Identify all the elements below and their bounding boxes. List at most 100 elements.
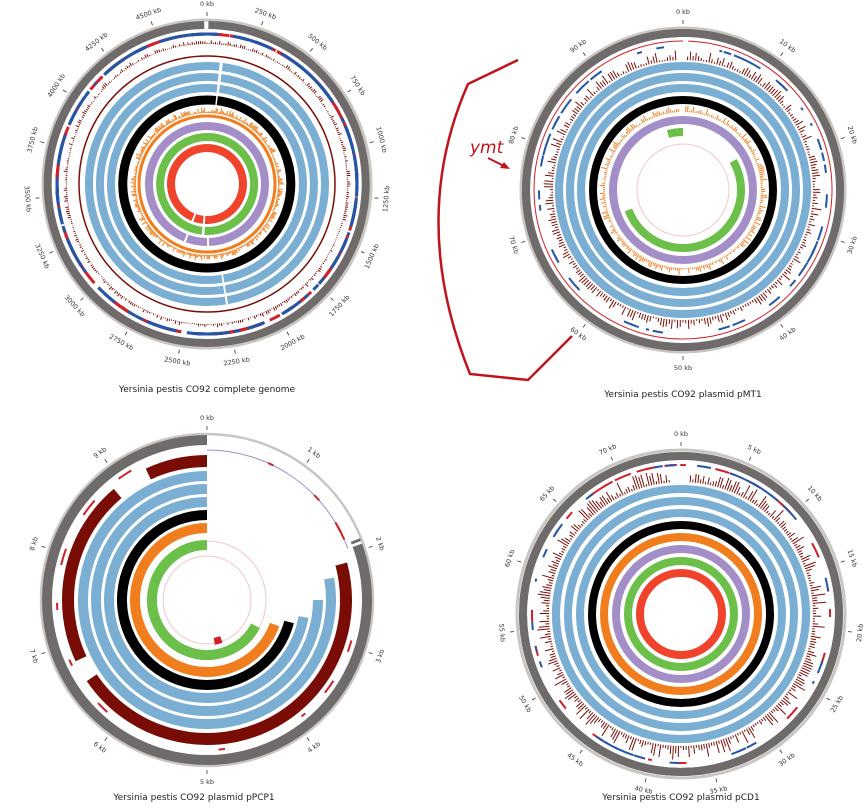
- feature-track-blue-mark: [719, 49, 723, 53]
- similarity-ring-3-arc: [576, 509, 786, 719]
- similarity-ring-2-arc: [564, 497, 798, 731]
- feature-track-blue-mark: [789, 279, 797, 287]
- tick-label: 2250 kb: [223, 355, 250, 367]
- feature-track-blue-mark: [69, 246, 80, 263]
- similarity-ring-black: [588, 521, 774, 707]
- tick-mark: [49, 251, 54, 254]
- tick-label: 35 kb: [709, 784, 728, 796]
- feature-track-blue-mark: [220, 330, 230, 335]
- tick-mark: [582, 324, 586, 328]
- tick-label: 1500 kb: [363, 243, 381, 270]
- feature-track-red: [533, 40, 833, 340]
- feature-track-blue-mark: [611, 745, 618, 750]
- ideogram-ring-arc: [519, 533, 548, 604]
- tick-mark: [610, 456, 614, 461]
- feature-track-blue-mark: [697, 464, 712, 470]
- tick-label: 40 kb: [778, 325, 797, 342]
- similarity-ring-1-arc: [555, 146, 615, 295]
- similarity-ring-green-arc: [666, 128, 684, 138]
- gc-content-track: [599, 105, 768, 275]
- feature-track-red-mark: [118, 469, 132, 480]
- panel-complete-genome: 0 kb 250 kb 500 kb 750 kb 1000 kb 1250 kb 1500…: [23, 0, 392, 368]
- tick-mark: [62, 89, 67, 93]
- tick-mark: [347, 89, 352, 93]
- tick-mark: [579, 749, 583, 754]
- gc-baseline-arc: [137, 114, 277, 254]
- feature-track-blue-mark: [551, 115, 561, 130]
- feature-track-blue-mark: [97, 286, 104, 293]
- similarity-ring-1: [78, 471, 336, 729]
- similarity-ring-green-arc: [156, 133, 259, 235]
- coverage-track-bars: [537, 472, 826, 760]
- feature-track-blue-mark: [542, 138, 550, 156]
- tick-mark: [306, 737, 310, 742]
- tick-mark: [150, 21, 153, 26]
- tick-label: 250 kb: [254, 6, 278, 21]
- tick-label: 20 kb: [846, 125, 859, 145]
- tick-mark: [715, 778, 718, 783]
- feature-track-blue: [538, 46, 828, 334]
- tick-label: 45 kb: [565, 751, 584, 768]
- feature-track-blue-mark: [232, 34, 245, 41]
- tick-labels-pmt1: 0 kb 10 kb 20 kb 30 kb 40 kb 50 kb 60 kb 70 kb 8…: [507, 8, 859, 372]
- tick-label: 70 kb: [507, 235, 520, 255]
- feature-track-blue-mark: [743, 478, 758, 487]
- similarity-ring-1: [85, 62, 329, 306]
- feature-track-blue-mark: [788, 511, 798, 521]
- tick-label: 50 kb: [674, 364, 692, 372]
- similarity-ring-1: [555, 62, 811, 318]
- similarity-ring-purple: [609, 116, 757, 264]
- gc-content-track-bars: [130, 107, 284, 261]
- feature-track-blue-mark: [821, 152, 826, 162]
- similarity-ring-orange: [130, 523, 280, 677]
- ideogram-ring: [42, 435, 372, 765]
- feature-track-blue-mark: [352, 155, 358, 168]
- feature-track-blue-mark: [93, 81, 98, 86]
- ideogram-ring-arc: [350, 538, 362, 545]
- feature-track-blue-mark: [340, 117, 346, 124]
- feature-track-blue-mark: [84, 90, 91, 97]
- similarity-ring-black-arc: [650, 96, 676, 110]
- feature-track-red-mark: [558, 699, 567, 710]
- tick-label: 2750 kb: [108, 332, 135, 352]
- gc-skew-track-bars: [63, 40, 351, 328]
- tick-label: 15 kb: [846, 548, 859, 568]
- tick-label: 0 kb: [200, 0, 214, 8]
- tick-label: 1750 kb: [328, 293, 352, 318]
- tick-label: 750 kb: [348, 74, 367, 97]
- feature-track-red-mark: [336, 525, 346, 541]
- gc-skew-track: [63, 40, 351, 328]
- caption-complete-genome: Yersinia pestis CO92 complete genome: [118, 385, 296, 395]
- small-red-feature: [213, 636, 223, 645]
- tick-label: 6 kb: [92, 740, 108, 755]
- feature-track-blue-mark: [287, 56, 301, 68]
- feature-track-blue-mark: [68, 110, 78, 124]
- darkred-ring: [62, 455, 352, 746]
- feature-track-blue-mark: [824, 577, 830, 591]
- feature-track-red-mark: [346, 640, 353, 653]
- feature-track-blue-mark: [312, 283, 320, 291]
- ideogram-outline: [515, 448, 847, 780]
- similarity-ring-tomato: [636, 569, 726, 659]
- feature-track-blue-mark: [346, 231, 351, 237]
- tick-label: 5 kb: [746, 443, 762, 456]
- tick-mark: [104, 458, 108, 463]
- darkred-ring-arc: [86, 562, 352, 746]
- feature-track-blue-mark: [778, 81, 786, 90]
- feature-track-blue-mark: [816, 138, 823, 151]
- tick-mark: [306, 458, 310, 463]
- feature-track-red-mark: [334, 106, 339, 111]
- similarity-ring-2-arc: [605, 497, 672, 531]
- similarity-ring-3: [576, 509, 786, 719]
- feature-track-blue-mark: [62, 228, 67, 233]
- feature-track-blue-mark: [585, 492, 594, 500]
- gc-baseline: [137, 114, 277, 254]
- feature-track-blue-mark: [747, 60, 761, 70]
- feature-track-blue-mark: [645, 328, 650, 331]
- feature-track-red-mark: [313, 494, 320, 502]
- feature-track-blue-mark: [568, 277, 581, 291]
- similarity-ring-1-arc: [598, 485, 671, 522]
- feature-track-red-mark: [811, 542, 820, 558]
- feature-track-blue-mark: [782, 504, 790, 513]
- feature-track-blue-mark: [132, 50, 137, 55]
